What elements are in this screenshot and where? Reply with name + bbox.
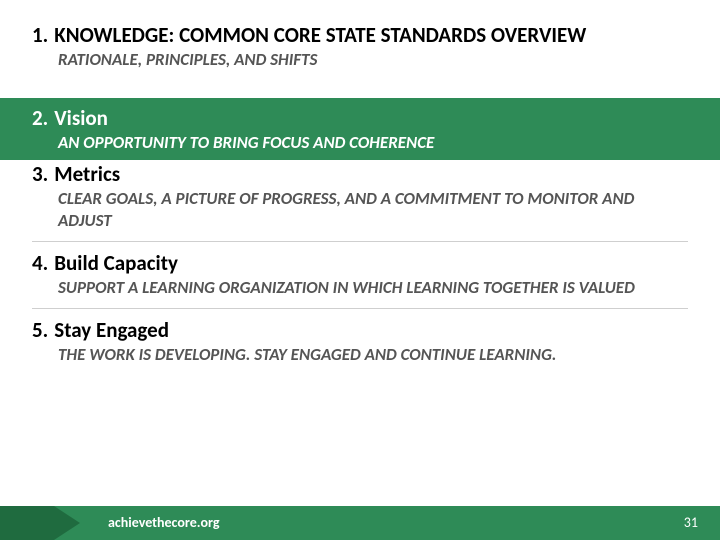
- agenda-item-3: 3. Metrics CLEAR GOALS, A PICTURE OF PRO…: [32, 161, 688, 231]
- footer-accent-shape: [0, 506, 54, 540]
- agenda-item-1: 1. KNOWLEDGE: COMMON CORE STATE STANDARD…: [32, 22, 688, 70]
- page-number: 31: [684, 506, 698, 540]
- agenda-title: Stay Engaged: [54, 317, 169, 343]
- content-area: 1. KNOWLEDGE: COMMON CORE STATE STANDARD…: [0, 0, 720, 70]
- agenda-title: Metrics: [54, 161, 120, 187]
- slide: 1. KNOWLEDGE: COMMON CORE STATE STANDARD…: [0, 0, 720, 540]
- agenda-title-row: 4. Build Capacity: [32, 250, 688, 276]
- agenda-number: 3.: [32, 161, 48, 187]
- agenda-item-5: 5. Stay Engaged THE WORK IS DEVELOPING. …: [32, 317, 688, 365]
- agenda-item-2-highlight: 2. Vision AN OPPORTUNITY TO BRING FOCUS …: [0, 98, 720, 160]
- agenda-subtitle: AN OPPORTUNITY TO BRING FOCUS AND COHERE…: [32, 132, 720, 153]
- agenda-title-row: 1. KNOWLEDGE: COMMON CORE STATE STANDARD…: [32, 22, 688, 48]
- agenda-number: 1.: [32, 22, 48, 48]
- agenda-subtitle: THE WORK IS DEVELOPING. STAY ENGAGED AND…: [32, 344, 688, 365]
- agenda-number: 5.: [32, 317, 48, 343]
- divider: [32, 241, 688, 242]
- agenda-title-row: 3. Metrics: [32, 161, 688, 187]
- agenda-subtitle: RATIONALE, PRINCIPLES, AND SHIFTS: [32, 49, 688, 70]
- agenda-number: 2.: [32, 105, 48, 131]
- agenda-title-row: 2. Vision: [32, 105, 720, 131]
- agenda-number: 4.: [32, 250, 48, 276]
- agenda-title: KNOWLEDGE: COMMON CORE STATE STANDARDS O…: [54, 22, 586, 48]
- agenda-subtitle: SUPPORT A LEARNING ORGANIZATION IN WHICH…: [32, 277, 688, 298]
- divider: [32, 308, 688, 309]
- agenda-item-4: 4. Build Capacity SUPPORT A LEARNING ORG…: [32, 250, 688, 298]
- agenda-title-row: 5. Stay Engaged: [32, 317, 688, 343]
- agenda-subtitle: CLEAR GOALS, A PICTURE OF PROGRESS, AND …: [32, 188, 688, 231]
- agenda-title: Build Capacity: [54, 250, 178, 276]
- agenda-title: Vision: [54, 105, 108, 131]
- footer-bar: achievethecore.org 31: [0, 506, 720, 540]
- footer-site: achievethecore.org: [108, 506, 219, 540]
